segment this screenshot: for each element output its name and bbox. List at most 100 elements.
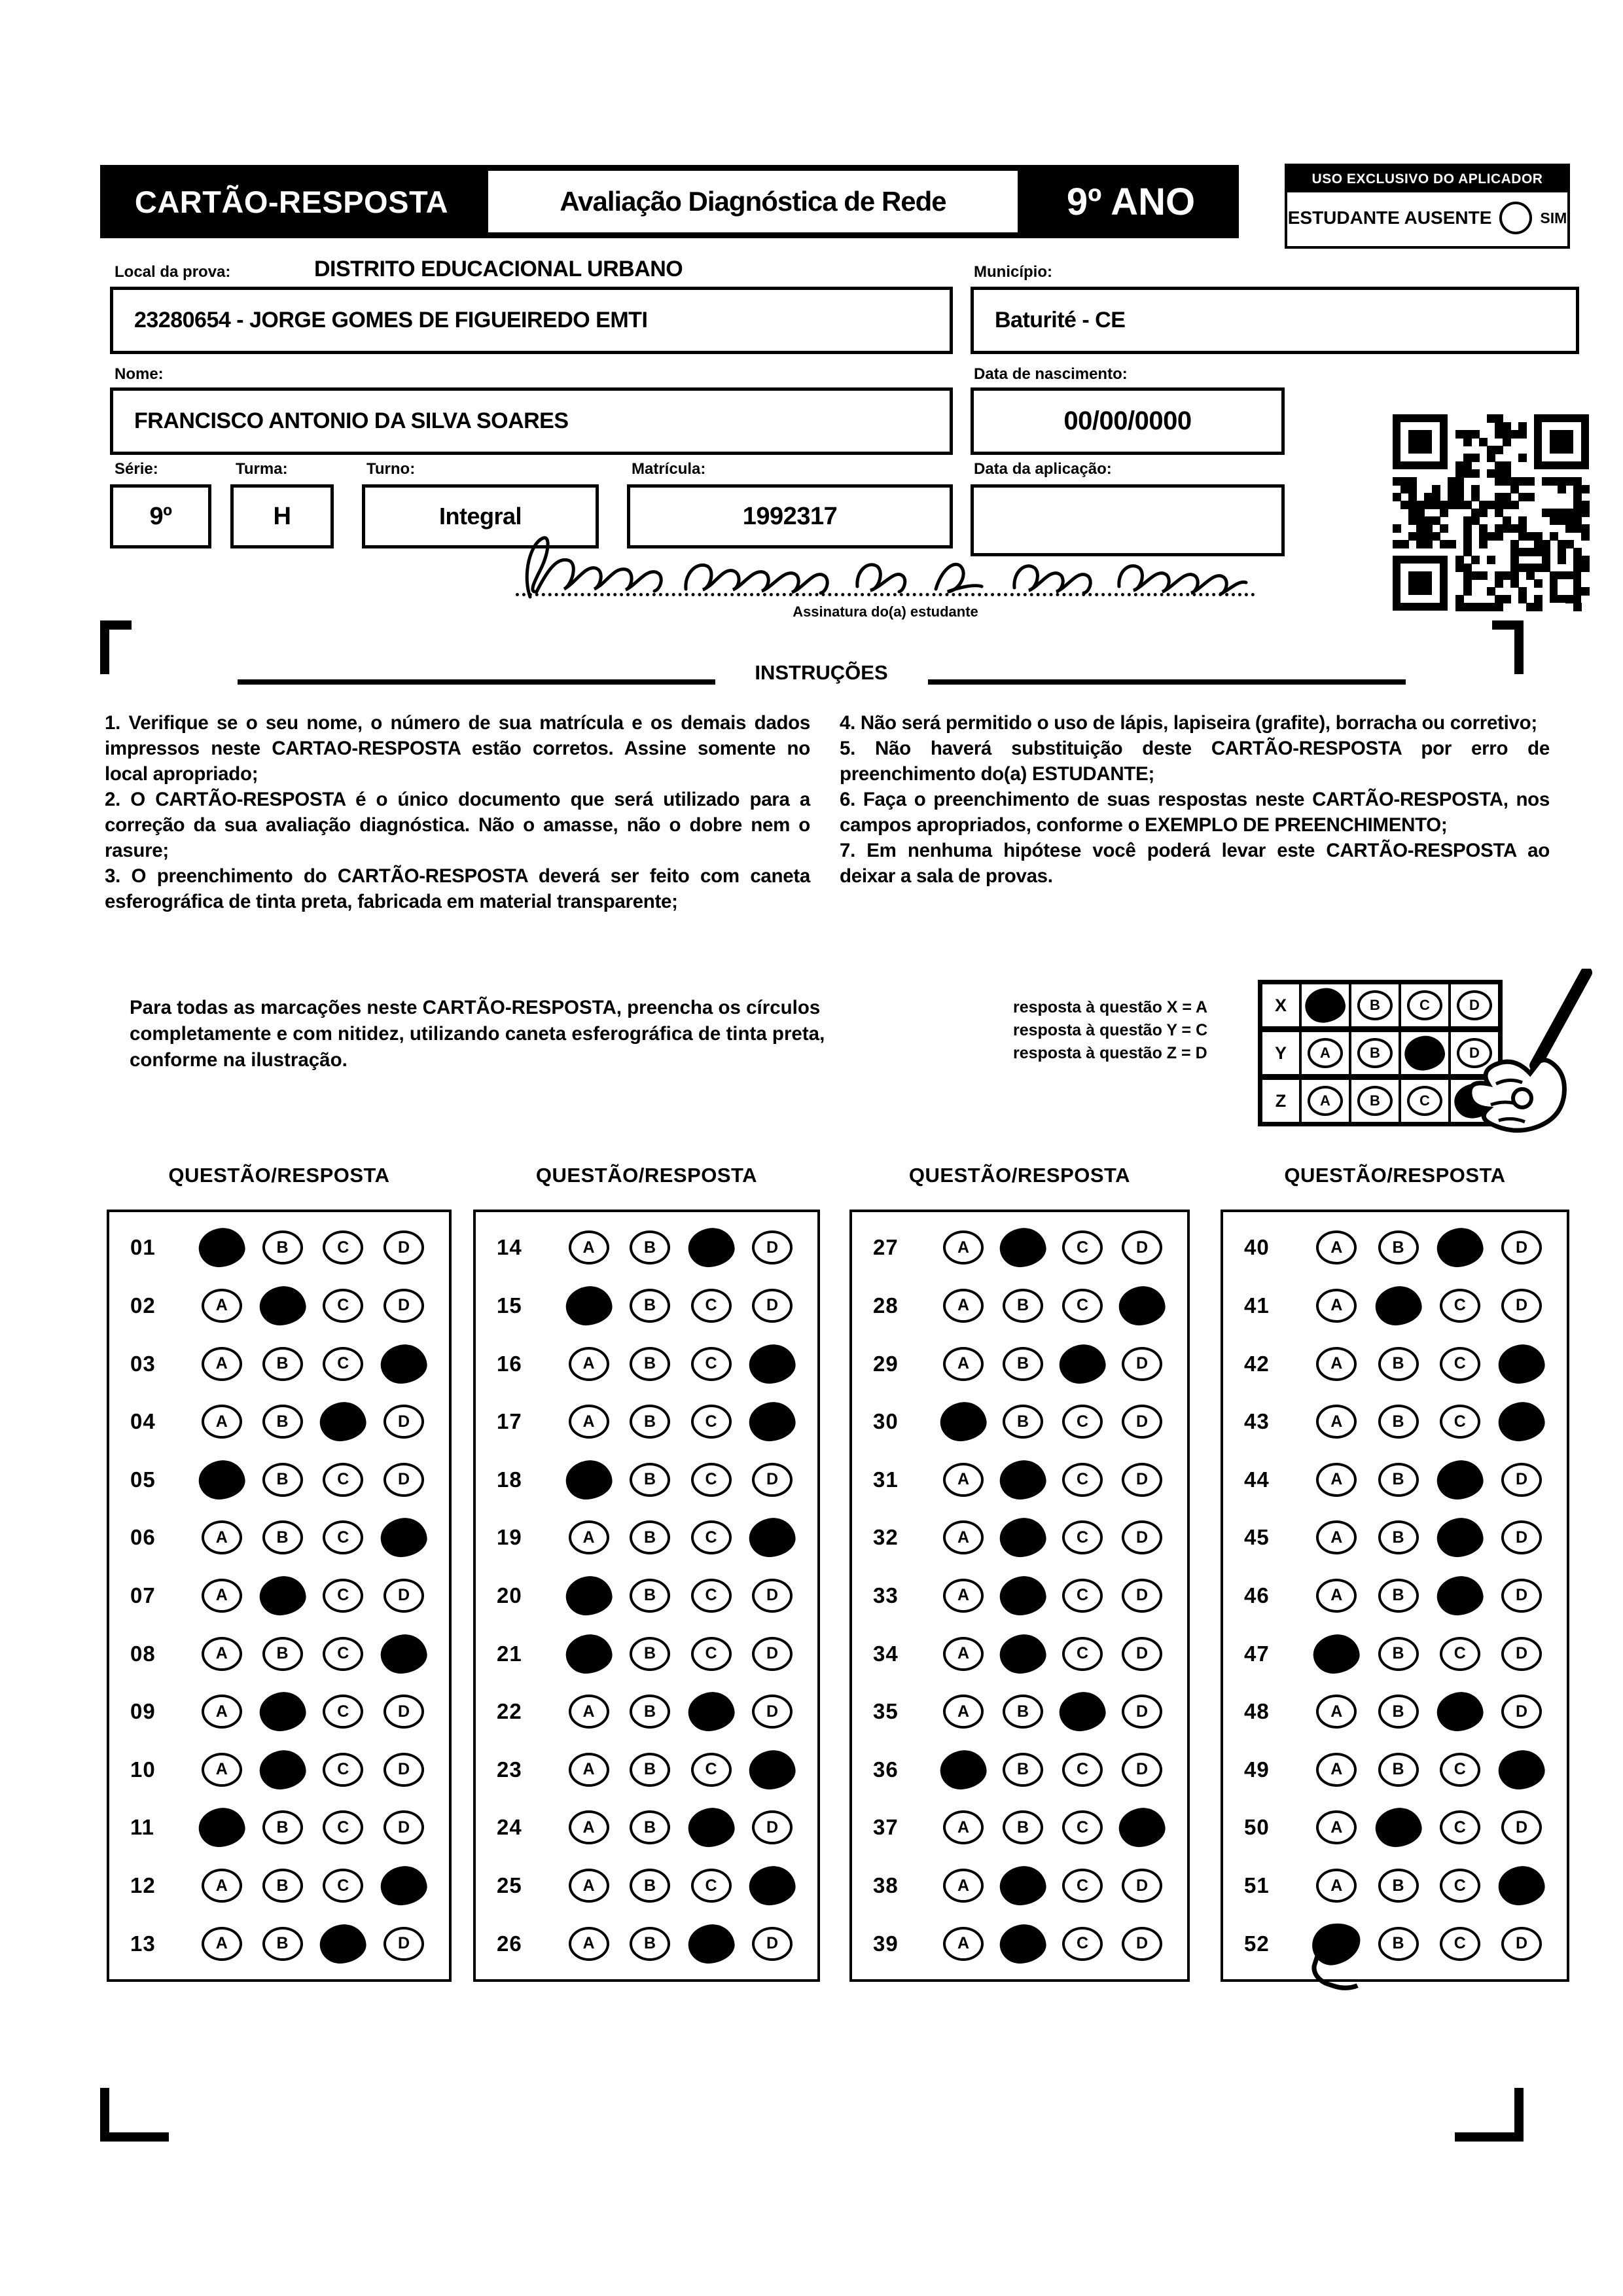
question-number: 52 (1244, 1931, 1270, 1956)
answer-bubble: C (1062, 1288, 1103, 1323)
answer-bubble-filled (1435, 1226, 1485, 1270)
answer-bubble: B (1378, 1230, 1419, 1265)
qr-module (1455, 430, 1464, 439)
corner-mark-bottom-left (100, 2088, 109, 2142)
qr-module (1495, 595, 1503, 603)
qr-module (1479, 603, 1488, 611)
example-bubble: D (1457, 1038, 1492, 1068)
question-row: 40 A B D (1223, 1226, 1567, 1270)
qr-module (1573, 556, 1582, 564)
qr-module (1510, 571, 1519, 580)
answer-bubble: B (262, 1810, 303, 1845)
answer-bubble: C (690, 1346, 732, 1381)
school-value: 23280654 - JORGE GOMES DE FIGUEIREDO EMT… (134, 308, 648, 332)
answer-bubble-filled (1496, 1342, 1547, 1386)
answer-bubble: D (752, 1462, 793, 1497)
local-value: DISTRITO EDUCACIONAL URBANO (314, 257, 683, 281)
qr-module (1573, 516, 1582, 525)
question-row: 49 A B C (1223, 1748, 1567, 1791)
qr-module (1558, 485, 1566, 493)
answer-bubble-filled (1373, 1806, 1423, 1850)
card-title: CARTÃO-RESPOSTA (134, 184, 449, 219)
qr-module (1432, 493, 1440, 501)
qr-module (1495, 524, 1503, 533)
answer-bubble: A (568, 1810, 609, 1845)
answer-bubble: A (943, 1869, 984, 1903)
qr-module (1393, 540, 1401, 548)
qr-module (1573, 501, 1582, 509)
answer-bubble-filled (1309, 1919, 1364, 1968)
question-row: 12 A B C (109, 1863, 449, 1908)
answer-bubble-filled (686, 1806, 736, 1850)
question-row: 21 B C D (476, 1632, 817, 1676)
answer-bubble: D (1122, 1578, 1162, 1613)
answer-bubble: A (568, 1230, 609, 1265)
question-row: 08 A B C (109, 1632, 449, 1676)
question-number: 33 (873, 1583, 899, 1607)
qr-module (1565, 509, 1574, 517)
question-row: 39 A C D (852, 1922, 1187, 1965)
serie-label: Série: (115, 460, 158, 478)
qr-module (1503, 516, 1511, 525)
answer-bubble-filled (997, 1573, 1048, 1618)
qr-module (1518, 532, 1527, 541)
answer-bubble: D (752, 1578, 793, 1613)
answer-bubble: C (1062, 1405, 1103, 1439)
qr-module (1542, 548, 1550, 556)
instructions-column-right: 4. Não será permitido o uso de lápis, la… (840, 710, 1550, 889)
qr-module (1542, 556, 1550, 564)
answer-bubble-filled (1057, 1690, 1108, 1734)
qr-module (1471, 556, 1480, 564)
answer-bubble: A (1316, 1752, 1357, 1787)
example-bubble-filled (1303, 986, 1347, 1025)
answer-bubble: C (1062, 1926, 1103, 1961)
qr-module (1550, 430, 1573, 454)
question-row: 30 B C D (852, 1399, 1187, 1444)
exam-title: Avaliação Diagnóstica de Rede (560, 186, 946, 217)
qr-module (1558, 579, 1573, 595)
answer-bubble-filled (257, 1283, 308, 1328)
instruction-item: 2. O CARTÃO-RESPOSTA é o único documento… (105, 789, 810, 861)
qr-module (1432, 485, 1440, 493)
question-row: 44 A B D (1223, 1458, 1567, 1501)
instruction-item: 5. Não haverá substituição deste CARTÃO-… (840, 738, 1550, 785)
qr-module (1495, 509, 1503, 517)
answer-bubble: C (1439, 1926, 1480, 1961)
answer-bubble: D (383, 1288, 424, 1323)
applicator-box: USO EXCLUSIVO DO APLICADOR ESTUDANTE AUS… (1285, 164, 1570, 249)
answer-bubble: B (262, 1869, 303, 1903)
question-number: 02 (130, 1293, 156, 1318)
qr-module (1424, 540, 1433, 548)
answer-bubble-filled (1496, 1399, 1547, 1444)
answer-bubble: B (1003, 1695, 1043, 1729)
question-number: 50 (1244, 1815, 1270, 1840)
answer-bubble: B (262, 1462, 303, 1497)
question-number: 03 (130, 1351, 156, 1376)
qr-module (1510, 579, 1519, 588)
example-row-label: Z (1262, 1080, 1302, 1122)
question-number: 22 (497, 1699, 522, 1724)
answer-bubble: A (201, 1520, 242, 1555)
answer-bubble: C (690, 1869, 732, 1903)
answer-bubble: B (630, 1578, 670, 1613)
question-row: 16 A B C (476, 1342, 817, 1386)
qr-module (1518, 587, 1527, 596)
answer-bubble-filled (563, 1283, 614, 1328)
qr-module (1503, 461, 1511, 470)
qr-module (1432, 501, 1440, 509)
example-legend-line: resposta à questão X = A (1013, 998, 1208, 1016)
answer-bubble-filled (257, 1573, 308, 1618)
header-bar: CARTÃO-RESPOSTA Avaliação Diagnóstica de… (100, 165, 1239, 238)
qr-module (1455, 564, 1464, 572)
question-number: 25 (497, 1873, 522, 1897)
question-number: 37 (873, 1815, 899, 1840)
qr-module (1495, 603, 1503, 611)
answer-bubble-filled (1496, 1748, 1547, 1791)
qr-module (1479, 509, 1488, 517)
answer-bubble: D (1501, 1695, 1542, 1729)
qr-module (1495, 461, 1503, 470)
qr-module (1526, 571, 1535, 580)
